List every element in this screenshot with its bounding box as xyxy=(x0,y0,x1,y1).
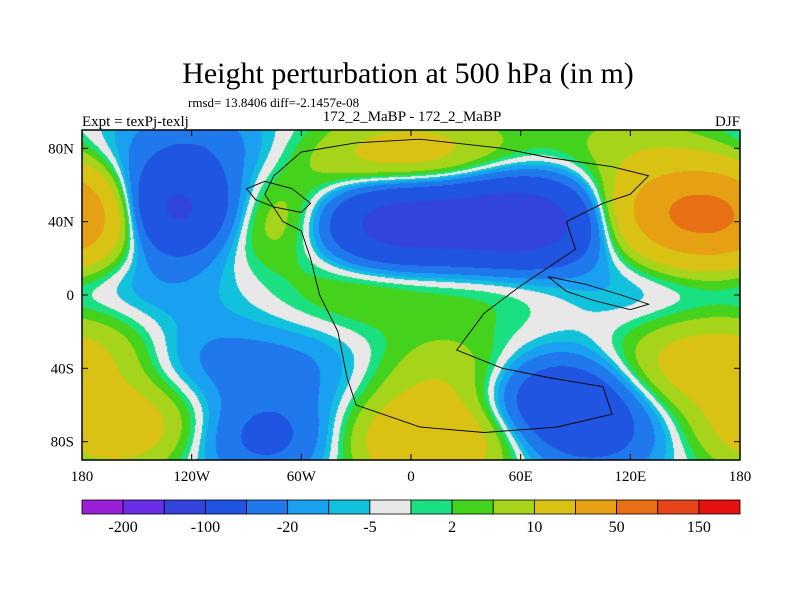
colorbar-swatch xyxy=(410,499,453,515)
inner-outline xyxy=(245,180,312,213)
x-tick-label: 0 xyxy=(407,469,415,485)
chart-title: Height perturbation at 500 hPa (in m) xyxy=(182,57,634,90)
map-panel: 180 120W 60W 0 60E 120E 180 80N 40N 0 40S 80S xyxy=(48,129,752,485)
colorbar-swatch xyxy=(533,499,576,515)
colorbar: -200 -100 -20 -5 2 10 50 150 xyxy=(81,499,741,536)
colorbar-swatch xyxy=(451,499,494,515)
x-tick-label: 60W xyxy=(287,469,317,485)
colorbar-swatch xyxy=(163,499,206,515)
y-axis: 80N 40N 0 40S 80S xyxy=(48,141,740,451)
colorbar-swatch xyxy=(575,499,618,515)
colorbar-swatch xyxy=(81,499,124,515)
x-tick-label: 60E xyxy=(509,469,533,485)
colorbar-label: -200 xyxy=(108,519,137,536)
colorbar-swatch xyxy=(492,499,535,515)
season-label: DJF xyxy=(715,114,740,130)
y-tick-label: 40S xyxy=(51,361,74,377)
contour-field xyxy=(82,130,740,460)
colorbar-swatch xyxy=(369,499,412,515)
colorbar-swatch xyxy=(204,499,247,515)
y-tick-label: 40N xyxy=(48,215,74,231)
colorbar-swatch xyxy=(246,499,289,515)
colorbar-swatch xyxy=(657,499,700,515)
colorbar-swatch xyxy=(287,499,330,515)
case-label: 172_2_MaBP - 172_2_MaBP xyxy=(323,109,502,125)
colorbar-swatch xyxy=(698,499,741,515)
colorbar-label: -5 xyxy=(363,519,376,536)
region-outlines xyxy=(245,138,651,433)
y-tick-label: 80S xyxy=(51,435,74,451)
y-tick-label: 80N xyxy=(48,141,74,157)
experiment-label: Expt = texPj-texlj xyxy=(82,114,189,130)
colorbar-label: 50 xyxy=(609,519,625,536)
colorbar-label: -100 xyxy=(191,519,220,536)
x-tick-label: 180 xyxy=(71,469,94,485)
stats-line: rmsd= 13.8406 diff=-2.1457e-08 xyxy=(188,95,359,110)
colorbar-label: 10 xyxy=(526,519,542,536)
basin-outline xyxy=(547,276,651,311)
colorbar-label: -20 xyxy=(277,519,298,536)
colorbar-label: 150 xyxy=(687,519,711,536)
colorbar-swatch xyxy=(122,499,165,515)
colorbar-swatch xyxy=(616,499,659,515)
colorbar-label: 2 xyxy=(448,519,456,536)
colorbar-swatch xyxy=(328,499,371,515)
y-tick-label: 0 xyxy=(67,288,75,304)
x-tick-label: 180 xyxy=(729,469,752,485)
x-axis: 180 120W 60W 0 60E 120E 180 xyxy=(71,130,752,485)
x-tick-label: 120W xyxy=(173,469,211,485)
region-outline xyxy=(264,138,650,433)
x-tick-label: 120E xyxy=(614,469,646,485)
field-canvas xyxy=(82,130,740,460)
